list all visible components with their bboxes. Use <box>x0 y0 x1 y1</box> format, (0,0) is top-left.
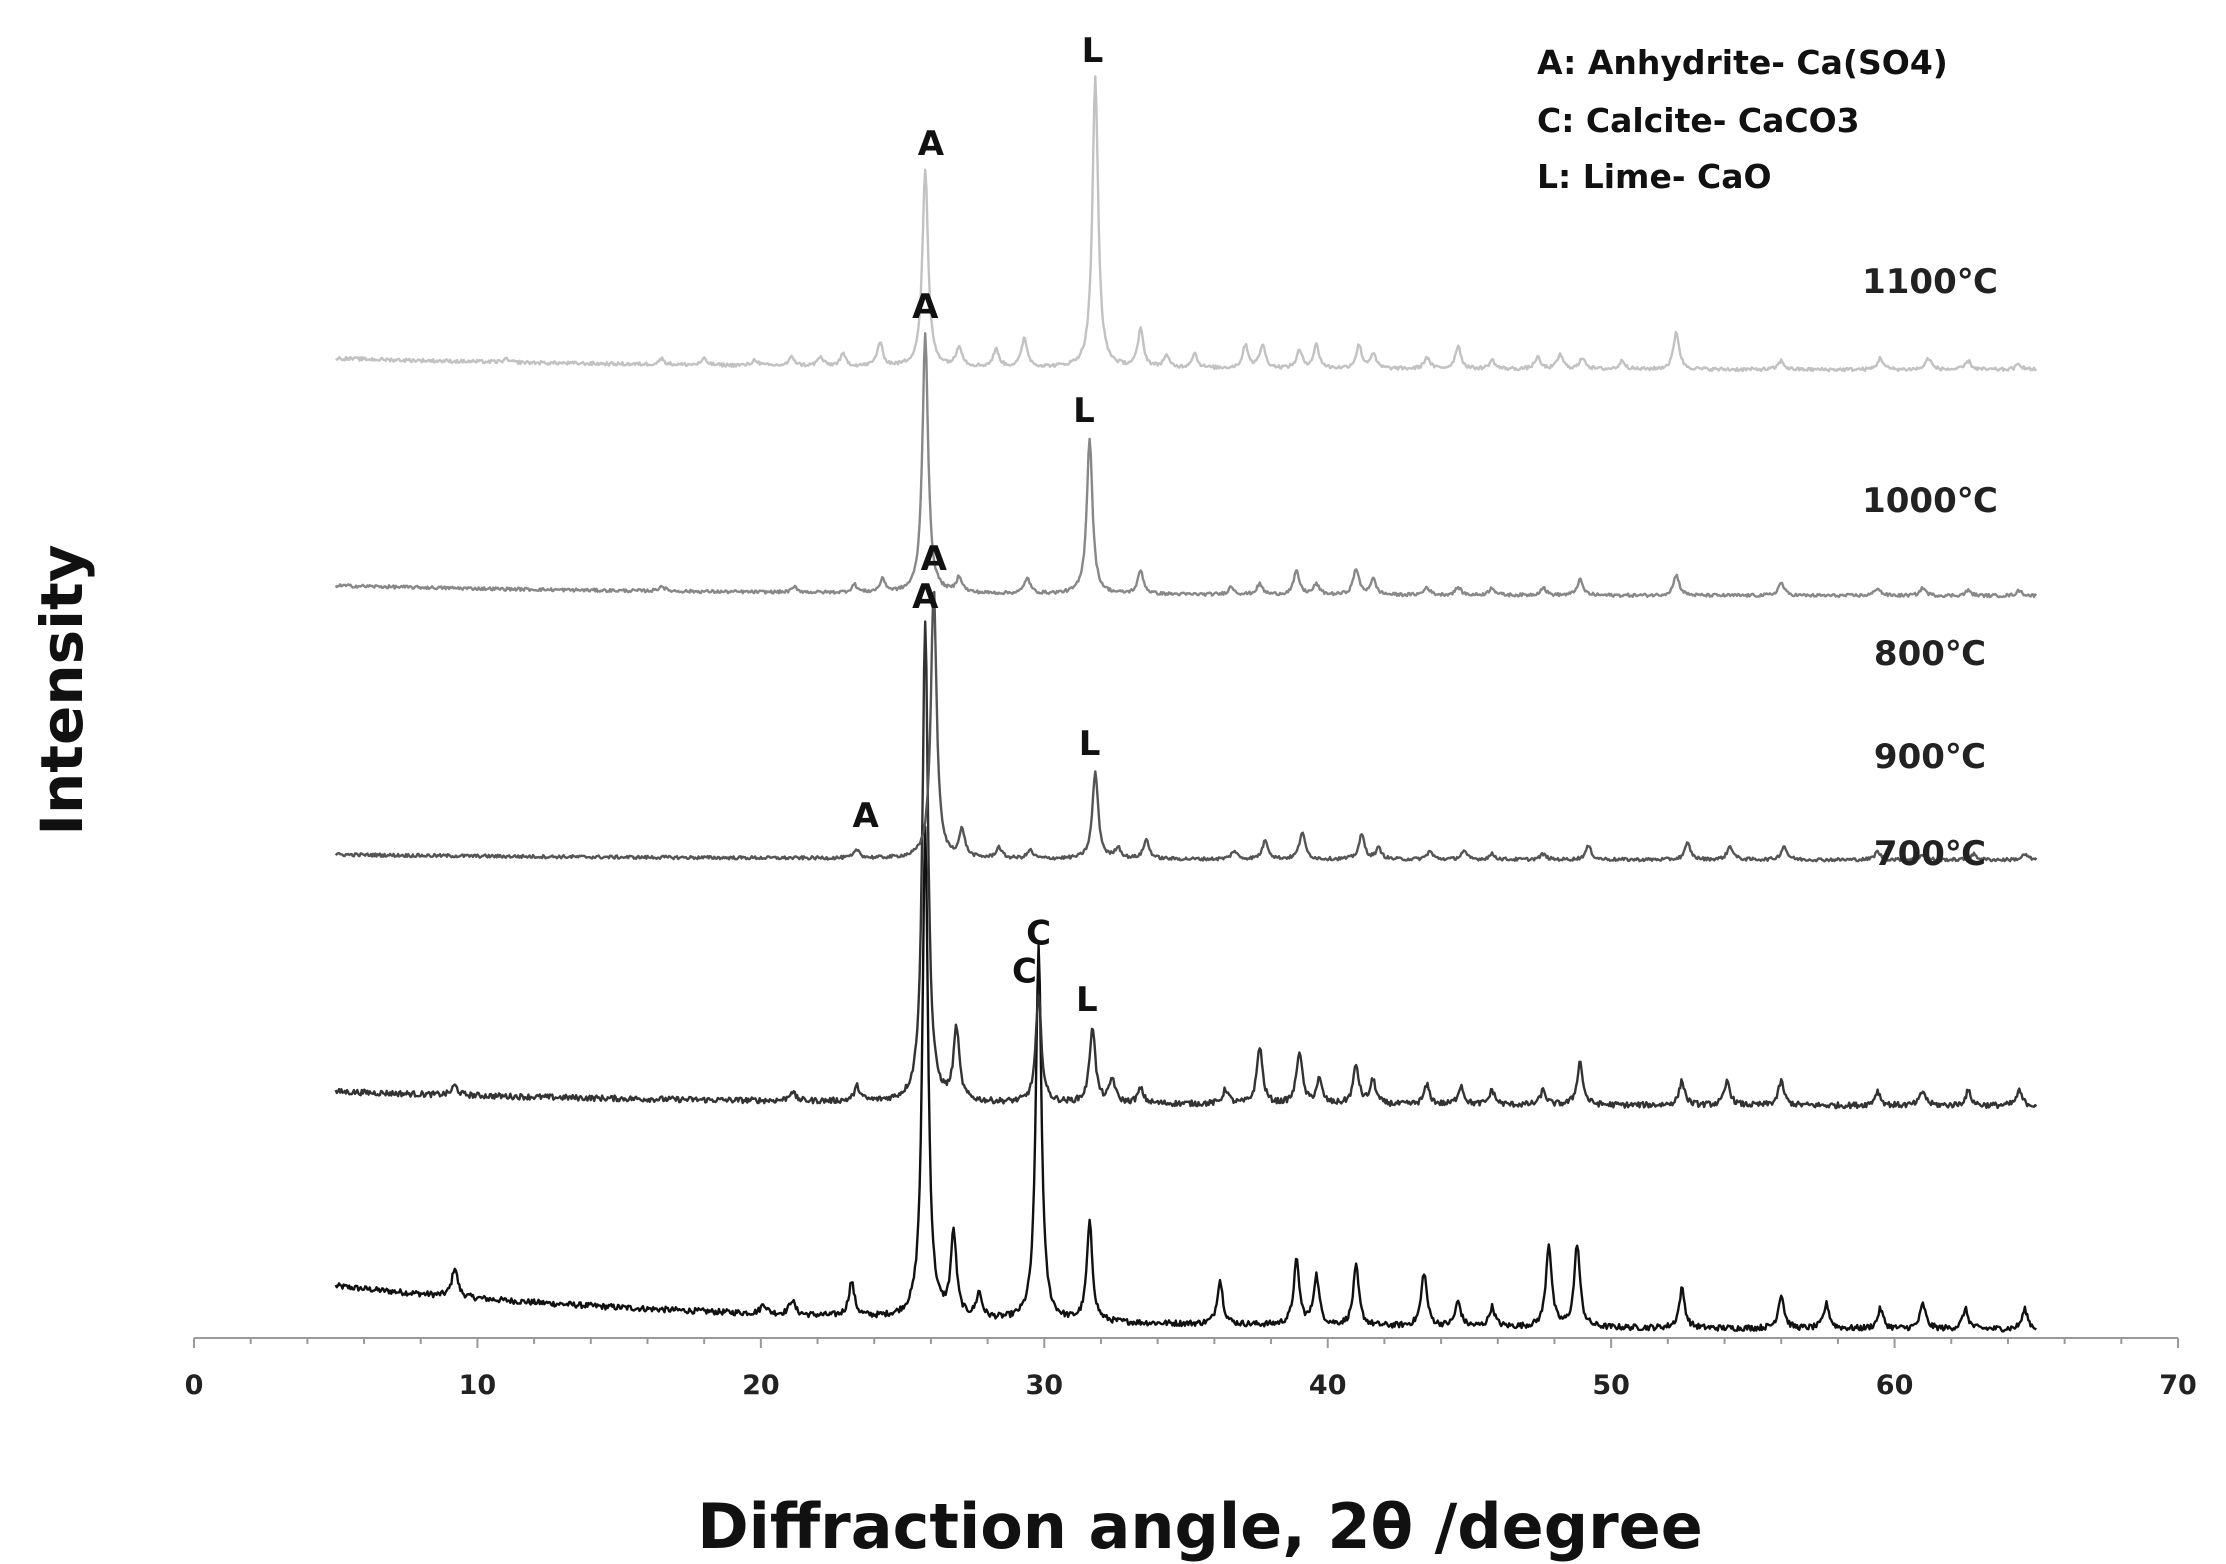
peak-label: A <box>912 287 939 327</box>
series-line <box>334 590 2038 863</box>
legend-entry-lime: L: Lime- CaO <box>1537 157 1772 196</box>
x-tick-label: 10 <box>459 1370 497 1401</box>
peak-label: L <box>1076 980 1098 1020</box>
series-label: 700℃ <box>1874 834 1986 874</box>
x-tick-label: 20 <box>742 1370 780 1401</box>
series-line <box>335 75 2038 373</box>
peak-label: C <box>1012 951 1037 991</box>
x-tick-label: 50 <box>1592 1370 1630 1401</box>
legend-entry-calcite: C: Calcite- CaCO3 <box>1537 101 1860 140</box>
peak-label: A <box>853 796 880 836</box>
series-label: 1100℃ <box>1862 262 1998 302</box>
peak-label: L <box>1073 391 1095 431</box>
series-label: 1000℃ <box>1862 481 1998 521</box>
x-axis-title: Diffraction angle, 2θ /degree <box>697 1490 1703 1563</box>
series-line <box>334 332 2038 599</box>
peak-label: A <box>921 539 948 579</box>
legend: A: Anhydrite- Ca(SO4) C: Calcite- CaCO3 … <box>1537 43 1948 196</box>
legend-entry-anhydrite: A: Anhydrite- Ca(SO4) <box>1537 43 1948 82</box>
series-line <box>334 620 2038 1110</box>
series-layer <box>334 75 2038 1333</box>
peak-label: L <box>1079 724 1101 764</box>
series-label: 800℃ <box>1874 634 1986 674</box>
x-tick-label: 30 <box>1025 1370 1063 1401</box>
series-line <box>334 825 2037 1333</box>
x-axis: 0 10 20 30 40 50 60 70 <box>185 1337 2197 1401</box>
peak-label: A <box>918 124 945 164</box>
peak-label: A <box>912 577 939 617</box>
x-tick-label: 0 <box>185 1370 204 1401</box>
x-tick-label: 70 <box>2159 1370 2197 1401</box>
x-tick-label: 60 <box>1876 1370 1914 1401</box>
y-axis-title: Intensity <box>28 544 96 835</box>
peak-label: C <box>1026 914 1051 954</box>
x-tick-label: 40 <box>1309 1370 1347 1401</box>
peak-label: L <box>1082 31 1104 71</box>
series-label: 900℃ <box>1874 737 1986 777</box>
